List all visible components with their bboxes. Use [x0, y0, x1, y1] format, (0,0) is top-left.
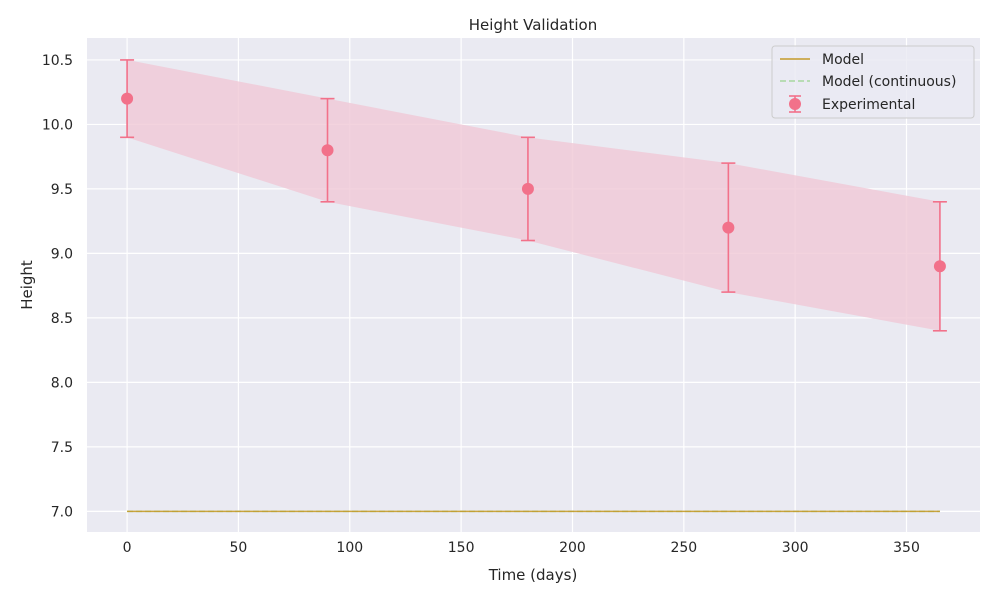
confidence-band-layer — [127, 59, 940, 331]
experimental-confidence-band — [127, 59, 940, 331]
experimental-point — [321, 144, 334, 157]
data-point-layer — [121, 92, 946, 273]
x-tick-label: 350 — [893, 540, 920, 556]
legend-box — [771, 45, 975, 119]
chart-title: Height Validation — [469, 16, 597, 34]
legend: Model Model (continuous) Experimental — [771, 45, 975, 119]
x-tick-label: 50 — [230, 540, 248, 556]
y-tick-label: 9.0 — [51, 246, 73, 262]
y-axis-title: Height — [18, 260, 36, 310]
y-tick-label: 10.0 — [42, 117, 73, 133]
experimental-point — [521, 182, 534, 195]
y-tick-label: 7.5 — [51, 440, 73, 456]
x-tick-label: 100 — [336, 540, 363, 556]
legend-experimental-swatch — [789, 95, 801, 113]
experimental-point — [722, 221, 735, 234]
y-tick-label: 9.5 — [51, 182, 73, 198]
legend-model-continuous-label: Model (continuous) — [822, 74, 956, 90]
y-tick-labels: 7.0 7.5 8.0 8.5 9.0 9.5 10.0 10.5 — [42, 53, 73, 520]
x-tick-label: 150 — [448, 540, 475, 556]
x-axis-title: Time (days) — [488, 566, 578, 584]
experimental-point — [933, 260, 946, 273]
y-tick-label: 8.5 — [51, 311, 73, 327]
x-tick-label: 300 — [782, 540, 809, 556]
y-tick-label: 10.5 — [42, 53, 73, 69]
legend-experimental-label: Experimental — [822, 97, 915, 113]
legend-model-label: Model — [822, 52, 864, 68]
x-tick-label: 200 — [559, 540, 586, 556]
experimental-point — [121, 92, 134, 105]
x-tick-label: 0 — [123, 540, 132, 556]
x-tick-labels: 0 50 100 150 200 250 300 350 — [123, 540, 920, 556]
x-tick-label: 250 — [670, 540, 697, 556]
y-tick-label: 7.0 — [51, 504, 73, 520]
y-tick-label: 8.0 — [51, 375, 73, 391]
